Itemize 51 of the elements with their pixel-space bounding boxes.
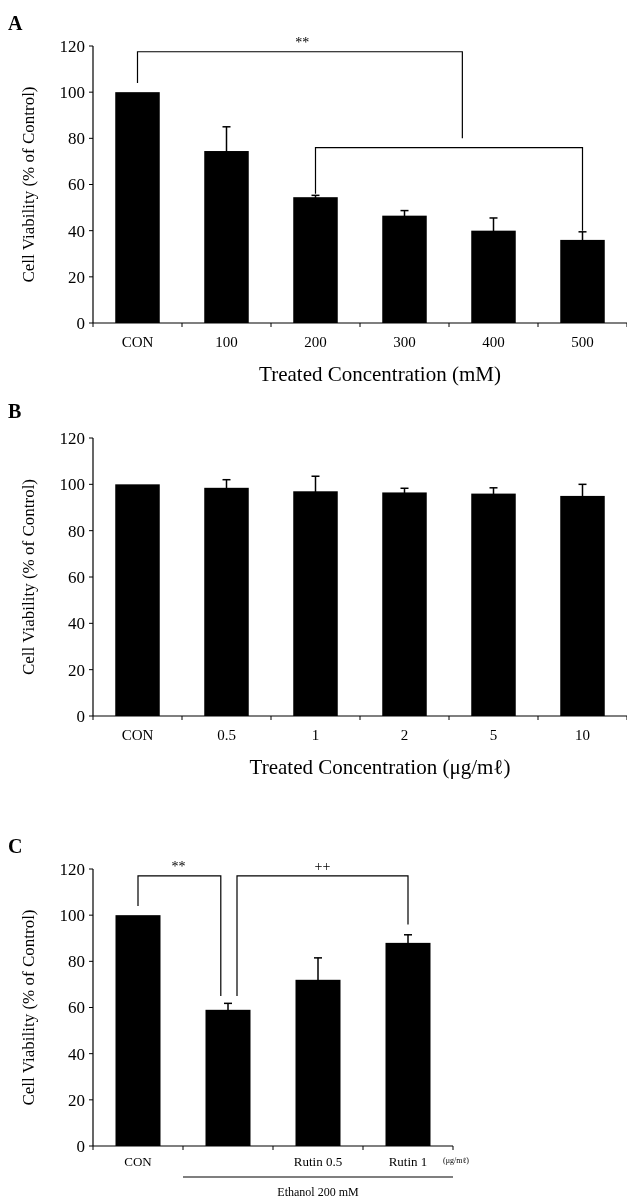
x-tick-label: CON	[121, 727, 154, 743]
chart-title: B	[8, 400, 22, 422]
y-axis-title: Cell Viability (% of Control)	[19, 86, 38, 283]
text: Ethanol 200 mM	[277, 1185, 359, 1199]
y-tick-label: 80	[68, 952, 85, 972]
y-tick-label: 60	[68, 567, 85, 587]
x-tick-label: 2	[400, 727, 409, 743]
x-tick-label: 5	[489, 727, 498, 743]
x-tick-label: Rutin 1	[388, 1154, 428, 1169]
annotation: **	[295, 34, 310, 50]
x-tick-label: Rutin 0.5	[293, 1154, 343, 1169]
y-tick-label: 20	[68, 1090, 85, 1110]
y-tick-label: 20	[68, 267, 85, 287]
y-tick-label: 60	[68, 998, 85, 1018]
y-tick-label: 80	[68, 521, 85, 541]
x-tick-label: CON	[124, 1154, 153, 1169]
y-axis-title: Cell Viability (% of Control)	[19, 909, 38, 1106]
y-axis-title: Cell Viability (% of Control)	[19, 478, 38, 676]
y-tick-label: 0	[76, 706, 85, 726]
y-tick-label: 60	[68, 175, 85, 195]
x-tick-label: 100	[215, 334, 238, 350]
y-tick-label: 40	[68, 1044, 85, 1064]
y-tick-label: 100	[59, 83, 85, 103]
y-tick-label: 40	[68, 221, 85, 241]
x-tick-label: CON	[121, 334, 154, 350]
x-tick-label: 400	[482, 334, 505, 350]
y-tick-label: 20	[68, 660, 85, 680]
y-tick-label: 80	[68, 129, 85, 149]
x-tick-label: 1	[311, 727, 320, 743]
y-tick-label: 0	[76, 1136, 85, 1156]
text: (μg/mℓ)	[443, 1156, 470, 1165]
x-tick-label: 200	[304, 334, 327, 350]
x-axis-title: Treated Concentration (mM)	[259, 362, 501, 386]
y-tick-label: 0	[76, 313, 85, 333]
y-tick-label: 100	[59, 475, 85, 495]
annotation: ++	[314, 858, 331, 874]
x-tick-label: 300	[393, 334, 416, 350]
significance-bracket: **	[136, 34, 463, 139]
annotation: **	[171, 858, 186, 874]
y-tick-label: 120	[59, 859, 85, 879]
y-tick-label: 100	[59, 906, 85, 926]
x-tick-label: 500	[571, 334, 594, 350]
x-axis-title: Treated Concentration (μg/mℓ)	[249, 755, 511, 779]
y-tick-label: 120	[59, 428, 85, 448]
chart-title: C	[8, 835, 23, 857]
significance-bracket: **	[137, 858, 222, 996]
x-tick-label: 0.5	[217, 727, 236, 743]
x-tick-label: 10	[575, 727, 590, 743]
y-tick-label: 40	[68, 614, 85, 634]
chart-title: A	[8, 12, 23, 34]
y-tick-label: 120	[59, 36, 85, 56]
